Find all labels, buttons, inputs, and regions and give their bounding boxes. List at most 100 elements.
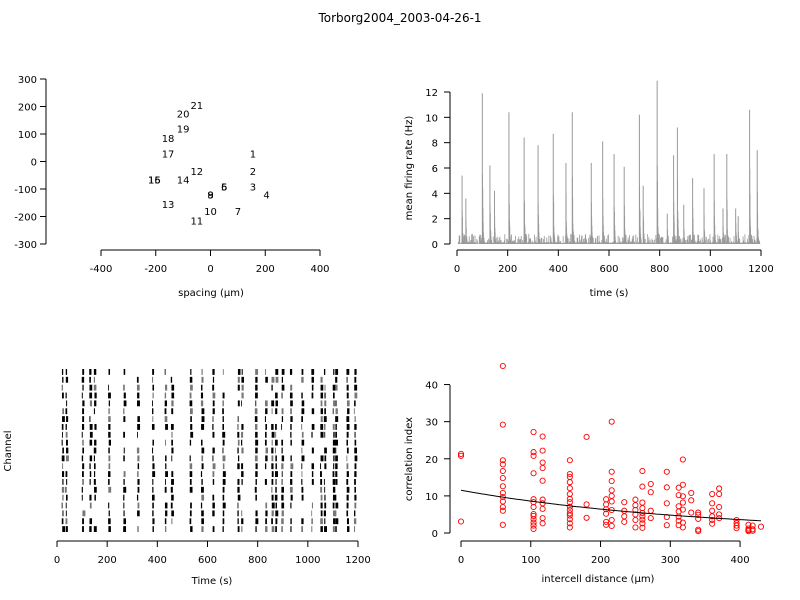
spike-mark — [281, 510, 284, 517]
spike-mark — [332, 447, 336, 454]
x-tick-label: 400 — [148, 555, 167, 566]
spike-mark — [62, 510, 64, 517]
spike-mark — [332, 408, 334, 415]
spike-mark — [137, 479, 140, 485]
spike-mark — [265, 526, 268, 532]
spike-mark — [281, 408, 284, 415]
spike-mark — [94, 439, 97, 446]
spike-mark — [320, 510, 323, 517]
spike-mark — [222, 526, 224, 532]
spike-mark — [108, 486, 112, 493]
data-point — [621, 518, 628, 525]
spike-mark — [290, 502, 292, 509]
spike-mark — [241, 431, 244, 438]
data-point — [639, 520, 646, 527]
spike-mark — [190, 526, 193, 532]
electrode-label: 5 — [221, 182, 227, 193]
spike-mark — [237, 510, 239, 517]
data-point — [530, 525, 537, 532]
raster-spikes — [61, 369, 358, 532]
spike-mark — [311, 376, 314, 383]
spike-mark — [108, 439, 112, 446]
spike-mark — [89, 471, 92, 477]
spike-mark — [108, 369, 111, 375]
spike-mark — [212, 416, 214, 422]
spike-mark — [301, 526, 304, 532]
spike-mark — [164, 384, 168, 391]
x-tick-label: 400 — [549, 264, 568, 275]
spike-mark — [275, 502, 277, 509]
spike-mark — [346, 384, 349, 391]
spike-mark — [311, 431, 313, 438]
x-tick-label: 200 — [498, 264, 517, 275]
spike-mark — [354, 526, 356, 532]
spike-mark — [189, 376, 193, 383]
spike-mark — [323, 479, 325, 485]
spike-mark — [320, 463, 322, 470]
data-point — [709, 490, 716, 498]
spike-mark — [201, 416, 205, 422]
spike-mark — [171, 510, 174, 517]
spike-mark — [171, 439, 173, 446]
spike-mark — [108, 384, 109, 391]
spike-mark — [108, 502, 110, 509]
spike-mark — [190, 384, 193, 391]
spike-mark — [324, 463, 327, 470]
spike-mark — [136, 447, 140, 454]
spike-mark — [290, 471, 293, 477]
data-point — [716, 485, 723, 492]
data-point — [639, 516, 646, 523]
spike-mark — [222, 510, 225, 517]
spike-mark — [346, 416, 350, 422]
spike-raster-panel: Time (s) Channel 0 200 400 600 800 1000 1200 — [3, 369, 371, 587]
spike-mark — [255, 471, 258, 477]
spike-mark — [324, 400, 327, 407]
data-point — [621, 513, 628, 520]
y-tick-label: 12 — [425, 88, 438, 99]
spike-mark — [335, 369, 339, 375]
data-point — [499, 521, 506, 528]
spike-mark — [333, 431, 335, 438]
spike-mark — [333, 463, 335, 470]
spike-mark — [271, 408, 273, 415]
spike-mark — [346, 424, 350, 430]
spike-mark — [136, 494, 139, 501]
spike-mark — [201, 369, 203, 375]
spike-mark — [65, 424, 67, 430]
data-point — [603, 496, 610, 503]
spike-mark — [324, 392, 326, 399]
spike-mark — [123, 479, 125, 485]
spike-mark — [94, 486, 97, 493]
spike-mark — [171, 455, 173, 462]
spike-mark — [190, 502, 192, 509]
spike-mark — [265, 455, 268, 462]
spike-mark — [89, 526, 92, 532]
spike-mark — [237, 455, 240, 462]
spike-mark — [354, 416, 356, 422]
spike-mark — [152, 392, 154, 399]
spike-mark — [290, 526, 292, 532]
data-point — [733, 525, 740, 532]
spike-mark — [189, 392, 192, 399]
y-tick-label: 100 — [18, 130, 37, 141]
spike-mark — [222, 455, 226, 462]
spike-mark — [108, 431, 111, 438]
spike-mark — [93, 455, 95, 462]
y-tick-label: 10 — [425, 492, 438, 503]
y-tick-label: 6 — [432, 164, 438, 175]
tick-group: 0 200 400 600 800 1000 1200 0 2 4 6 8 10 12 — [425, 88, 773, 275]
spike-mark — [254, 486, 257, 493]
spike-mark — [237, 502, 239, 509]
spike-mark — [324, 502, 327, 509]
x-tick-label: 800 — [650, 264, 669, 275]
spike-mark — [171, 518, 173, 525]
electrode-label: 9 — [207, 191, 213, 202]
spike-mark — [201, 376, 204, 383]
spike-mark — [82, 416, 85, 422]
data-point — [679, 493, 686, 500]
spike-mark — [89, 384, 93, 391]
spike-mark — [189, 400, 193, 407]
spike-mark — [335, 416, 339, 422]
spike-mark — [201, 463, 204, 470]
spike-mark — [123, 408, 125, 415]
